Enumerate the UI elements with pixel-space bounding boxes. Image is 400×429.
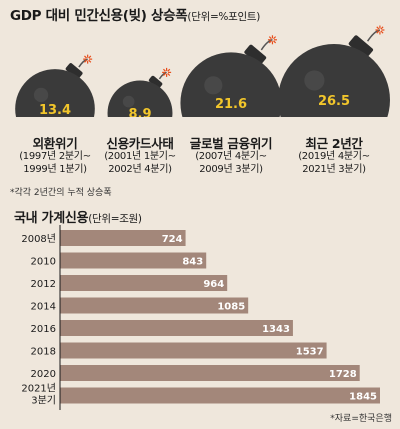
bar xyxy=(60,387,380,404)
bomb-chart-title: GDP 대비 민간신용(빚) 상승폭(단위=%포인트) xyxy=(10,8,260,24)
bar xyxy=(60,230,186,246)
bomb-chart: 13.4 8.9 21.6 26.5 xyxy=(15,25,390,117)
bomb-category-label: 외환위기 xyxy=(32,136,78,151)
bomb-period-label: (2007년 4분기~ 2009년 3분기) xyxy=(195,151,267,175)
bar-chart-title: 국내 가계신용(단위=조원) xyxy=(14,211,142,226)
y-tick-labels: 2008년 2010 2012 2014 2016 2018 2020 2021년 3분기 xyxy=(21,233,56,407)
bar-value-label: 1537 xyxy=(296,347,324,358)
bar xyxy=(60,342,327,359)
bomb-cap xyxy=(244,44,267,66)
bomb-value-label: 26.5 xyxy=(318,94,350,109)
bomb-icon: 26.5 xyxy=(278,25,390,117)
bomb-cap xyxy=(148,75,163,89)
bomb-chart-unit: (단위=%포인트) xyxy=(187,11,260,23)
bomb-value-label: 8.9 xyxy=(128,107,151,117)
bar xyxy=(60,365,360,381)
bomb-cap xyxy=(348,35,374,59)
bar-value-label: 843 xyxy=(182,257,203,268)
spark-icon xyxy=(162,67,172,77)
bar xyxy=(60,275,228,291)
y-tick-label: 2016 xyxy=(31,324,56,335)
bar xyxy=(60,252,207,269)
bar-value-label: 1085 xyxy=(217,302,245,313)
bar-value-label: 724 xyxy=(162,234,183,245)
y-tick-label: 2020 xyxy=(31,369,56,380)
y-tick-label: 2010 xyxy=(31,257,56,268)
bomb-body xyxy=(180,52,282,117)
spark-icon xyxy=(83,54,93,64)
bar-value-label: 1343 xyxy=(262,324,290,335)
bomb-period-label: (2001년 1분기~ 2002년 4분기) xyxy=(104,151,176,175)
bomb-fuse xyxy=(78,58,88,68)
y-tick-label: 2018 xyxy=(31,347,56,358)
y-tick-label: 2014 xyxy=(31,302,56,313)
bar xyxy=(60,297,249,314)
bomb-icon: 13.4 xyxy=(15,54,95,117)
bomb-value-label: 13.4 xyxy=(39,103,71,117)
bomb-category-label: 신용카드사태 xyxy=(106,136,174,151)
bar xyxy=(60,320,293,336)
bomb-cap xyxy=(65,63,83,79)
bomb-icon: 8.9 xyxy=(107,67,173,117)
source-note: *자료=한국은행 xyxy=(330,414,392,424)
bar-value-label: 1845 xyxy=(349,392,377,403)
bomb-fuse xyxy=(366,29,381,42)
bomb-body xyxy=(107,80,173,117)
bomb-category-label: 글로벌 금융위기 xyxy=(189,136,273,151)
bomb-value-label: 21.6 xyxy=(215,97,247,112)
bomb-icon: 21.6 xyxy=(180,35,282,117)
spark-icon xyxy=(375,25,385,35)
bar-chart: 2008년 2010 2012 2014 2016 2018 2020 2021년 3분기 724… xyxy=(21,225,380,410)
bomb-period-label: (2019년 4분기~ 2021년 3분기) xyxy=(298,151,370,175)
spark-icon xyxy=(267,35,277,45)
bar-value-label: 964 xyxy=(203,279,224,290)
y-tick-label: 2012 xyxy=(31,279,56,290)
y-tick-label: 2008년 xyxy=(21,233,56,245)
y-tick-label: 2021년 3분기 xyxy=(21,383,56,407)
bomb-fuse xyxy=(158,71,167,80)
bomb-body xyxy=(15,69,95,117)
bar-chart-unit: (단위=조원) xyxy=(88,213,142,225)
bomb-chart-note: *각각 2년간의 누적 상승폭 xyxy=(10,188,112,198)
bomb-category-label: 최근 2년간 xyxy=(305,136,363,151)
bomb-body xyxy=(278,44,390,117)
bomb-fuse xyxy=(260,39,273,51)
bar-value-label: 1728 xyxy=(329,369,357,380)
bomb-period-label: (1997년 2분기~ 1999년 1분기) xyxy=(19,151,91,175)
